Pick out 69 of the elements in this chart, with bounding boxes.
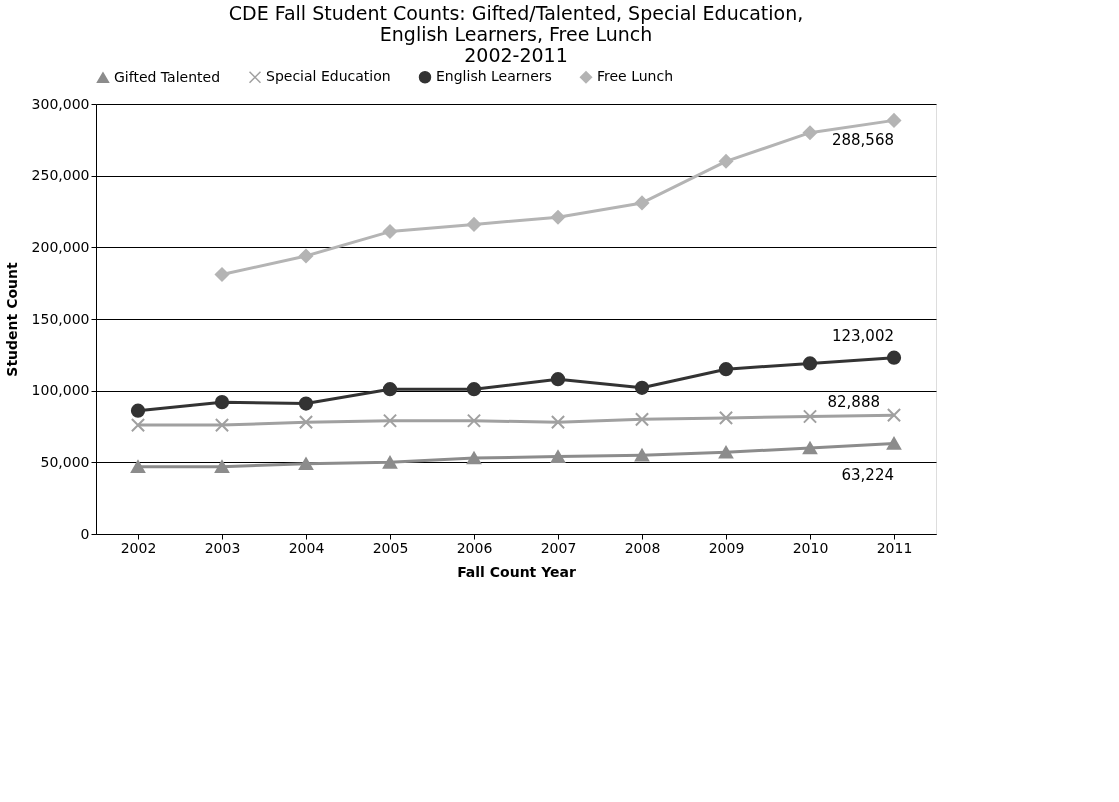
x-tick-label: 2010 — [792, 539, 829, 556]
x-tick-label: 2003 — [204, 539, 241, 556]
point — [382, 456, 398, 469]
point — [550, 450, 566, 463]
point — [802, 409, 818, 424]
point — [382, 413, 398, 428]
point — [634, 195, 650, 211]
point — [298, 457, 314, 471]
data-label: 288,568 — [831, 131, 894, 150]
point — [298, 415, 314, 430]
point — [802, 441, 818, 455]
point — [634, 380, 650, 395]
x-tick-label: 2006 — [456, 539, 493, 556]
point — [382, 224, 398, 239]
point — [298, 396, 314, 411]
text: 2002-2011 — [464, 44, 568, 66]
point — [466, 217, 482, 232]
point — [466, 413, 482, 428]
point — [130, 460, 146, 473]
text: English Learners, Free Lunch — [379, 23, 653, 45]
point — [886, 113, 902, 128]
data-label: 63,224 — [841, 466, 894, 485]
text: CDE Fall Student Counts: Gifted/Talented, Special Education, — [228, 2, 804, 24]
point — [214, 267, 230, 282]
x-tick-label: 2002 — [120, 539, 157, 556]
point — [214, 460, 230, 473]
x-tick-label: 2005 — [372, 539, 409, 556]
x-tick-label: 2009 — [708, 539, 745, 556]
y-tick-label: 150,000 — [31, 310, 90, 327]
point — [130, 417, 146, 433]
point — [886, 437, 902, 450]
x-axis-title: Fall Count Year — [457, 563, 576, 580]
y-tick-label: 250,000 — [31, 167, 90, 184]
point — [466, 382, 482, 397]
point — [130, 403, 146, 418]
legend-label: Gifted Talented — [114, 68, 221, 85]
point — [466, 451, 482, 465]
point — [634, 412, 650, 427]
point — [886, 350, 902, 365]
point — [214, 395, 230, 410]
legend-label: Special Education — [266, 68, 391, 85]
y-tick-label: 300,000 — [31, 95, 90, 112]
x-tick-label: 2007 — [540, 539, 577, 556]
point — [718, 154, 734, 169]
y-axis-title: Student Count — [3, 262, 20, 377]
legend-label: Free Lunch — [597, 68, 674, 85]
point — [298, 248, 314, 264]
y-tick-label: 100,000 — [31, 382, 90, 399]
x-tick-label: 2011 — [876, 539, 913, 556]
x-tick-label: 2008 — [624, 539, 661, 556]
data-label: 123,002 — [831, 326, 894, 345]
point — [718, 410, 734, 426]
point — [886, 408, 902, 423]
point — [634, 448, 650, 462]
point — [550, 415, 566, 430]
data-label: 82,888 — [827, 393, 880, 412]
point — [550, 210, 566, 225]
y-tick-label: 200,000 — [31, 238, 90, 255]
point — [382, 382, 398, 397]
y-tick-label: 50,000 — [40, 453, 90, 470]
point — [718, 362, 734, 377]
point — [214, 417, 230, 433]
point — [802, 125, 818, 140]
y-tick-label: 0 — [80, 525, 90, 542]
point — [802, 356, 818, 371]
point — [718, 446, 734, 459]
point — [550, 372, 566, 387]
x-tick-label: 2004 — [288, 539, 325, 556]
legend-label: English Learners — [436, 68, 552, 85]
